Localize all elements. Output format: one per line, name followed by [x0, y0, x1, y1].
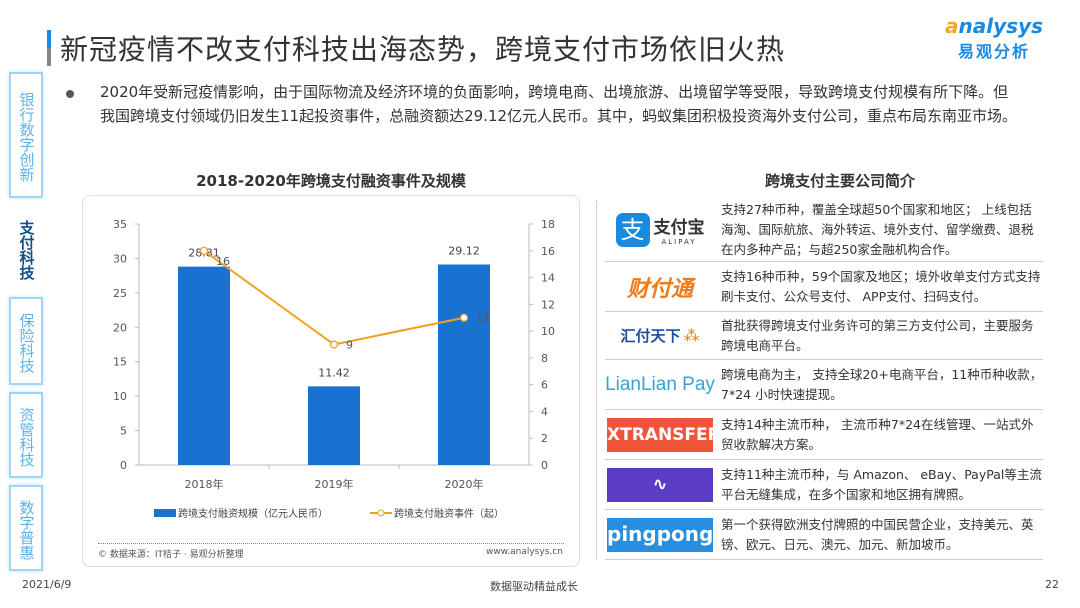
tenpay-logo: 财付通: [626, 276, 693, 302]
chart-container: [82, 195, 580, 567]
chart-source: © 数据来源：IT桔子 · 易观分析整理: [98, 550, 244, 560]
left-tick-label: 5: [120, 425, 127, 438]
company-row-tenpay: 财付通 支持16种币种，59个国家及地区；境外收单支付方式支持刷卡支付、公众号支…: [605, 262, 1043, 312]
left-tick-label: 20: [113, 321, 127, 334]
right-tick-label: 10: [541, 325, 555, 338]
right-tick-label: 6: [541, 379, 548, 392]
right-tick-label: 8: [541, 352, 548, 365]
bar: [178, 266, 230, 465]
left-tick-label: 35: [113, 218, 127, 231]
alipay-logo: 支 支付宝 ALIPAY: [605, 198, 715, 261]
analysys-logo: analysys 易观分析: [945, 14, 1043, 61]
company-description: 支持11种主流币种，与 Amazon、 eBay、PayPal等主流平台无缝集成…: [721, 466, 1042, 502]
legend-line-label: 跨境支付融资事件（起）: [394, 507, 504, 520]
left-tick-label: 30: [113, 252, 127, 265]
right-tick-label: 4: [541, 405, 548, 418]
lianlian-logo: LianLian Pay: [605, 373, 715, 395]
divider: [98, 543, 564, 544]
left-tick-label: 15: [113, 356, 127, 369]
right-tick-label: 0: [541, 459, 548, 472]
line-value-label: 9: [346, 339, 353, 352]
company-row-airwallex: ∿ Airwallex 支持11种主流币种，与 Amazon、 eBay、Pay…: [605, 460, 1043, 529]
xtransfer-logo: XTRANSFER: [605, 410, 721, 459]
sidebar-tab-asset[interactable]: 资管科技: [9, 392, 43, 478]
left-tick-label: 10: [113, 390, 127, 403]
bar-value-label: 29.12: [448, 244, 480, 257]
page-title: 新冠疫情不改支付科技出海态势，跨境支付市场依旧火热: [60, 33, 786, 66]
left-tick-label: 25: [113, 287, 127, 300]
sidebar-tab-inclusive[interactable]: 数字普惠: [9, 485, 43, 571]
pingpong-logo: pingpong: [605, 510, 715, 559]
footer-date: 2021/6/9: [22, 578, 72, 591]
x-tick-label: 2018年: [185, 477, 224, 491]
x-tick-label: 2019年: [315, 477, 354, 491]
summary-paragraph: 2020年受新冠疫情影响，由于国际物流及经济环境的负面影响，跨境电商、出境旅游、…: [100, 83, 1018, 125]
chinapnr-logo: 汇付天下 ⁂: [620, 326, 700, 345]
x-tick-label: 2020年: [445, 477, 484, 491]
airwallex-logo: ∿ Airwallex: [605, 460, 715, 529]
sidebar-tab-insurance[interactable]: 保险科技: [9, 297, 43, 385]
sidebar-tab-payment[interactable]: 支付科技: [9, 205, 43, 290]
company-row-chinapnr: 汇付天下 ⁂ 首批获得跨境支付业务许可的第三方支付公司，主要服务跨境电商平台。: [605, 312, 1043, 360]
line-value-label: 16: [216, 255, 230, 268]
line-value-label: 11: [476, 312, 490, 325]
bar: [438, 264, 490, 465]
right-tick-label: 2: [541, 432, 548, 445]
right-tick-label: 16: [541, 245, 555, 258]
company-row-alipay: 支 支付宝 ALIPAY 支持27种币种，覆盖全球超50个国家和地区； 上线包括海…: [605, 198, 1043, 262]
company-description: 跨境电商为主， 支持全球20+电商平台，11种币种收款，7*24 小时快速提现。: [721, 366, 1043, 402]
page-number: 22: [1045, 578, 1059, 591]
line-point: [329, 340, 339, 349]
right-tick-label: 12: [541, 298, 555, 311]
company-description: 支持14种主流币种， 主流币种7*24在线管理、一站式外贸收款解决方案。: [721, 416, 1034, 452]
company-row-xtransfer: XTRANSFER 支持14种主流币种， 主流币种7*24在线管理、一站式外贸收…: [605, 410, 1043, 460]
chart-title: 2018-2020年跨境支付融资事件及规模: [196, 172, 466, 190]
line-series: [203, 249, 465, 346]
right-tick-label: 18: [541, 218, 555, 231]
left-tick-label: 0: [120, 459, 127, 472]
legend-line-marker: [377, 509, 385, 517]
legend-bar-label: 跨境支付融资规模（亿元人民币）: [178, 507, 328, 520]
footer-slogan: 数据驱动精益成长: [490, 580, 578, 593]
companies-title: 跨境支付主要公司简介: [764, 172, 915, 190]
chart-svg: 051015202530350246810121416182018年28.812…: [113, 218, 555, 520]
chart-website: www.analysys.cn: [486, 547, 563, 557]
legend-bar-swatch: [154, 509, 176, 517]
bar: [308, 386, 360, 465]
company-row-lianlian: LianLian Pay 跨境电商为主， 支持全球20+电商平台，11种币种收款…: [605, 360, 1043, 410]
divider: [596, 200, 597, 560]
company-description: 支持27种币种，覆盖全球超50个国家和地区； 上线包括海淘、国际航旅、海外转运、…: [721, 201, 1034, 257]
company-description: 支持16种币种，59个国家及地区；境外收单支付方式支持刷卡支付、公众号支付、 A…: [721, 268, 1041, 304]
company-description: 首批获得跨境支付业务许可的第三方支付公司，主要服务跨境电商平台。: [721, 317, 1034, 353]
company-description: 第一个获得欧洲支付牌照的中国民营企业，支持美元、英镑、欧元、日元、澳元、加元、新…: [721, 516, 1034, 552]
bullet-icon: [66, 90, 74, 98]
bar-value-label: 11.42: [318, 366, 350, 379]
sidebar-tab-bank[interactable]: 银行数字创新: [9, 72, 43, 198]
company-row-pingpong: pingpong 第一个获得欧洲支付牌照的中国民营企业，支持美元、英镑、欧元、日…: [605, 510, 1043, 560]
line-point: [199, 246, 209, 255]
title-accent-bar: [47, 30, 51, 66]
line-point: [459, 313, 469, 322]
right-tick-label: 14: [541, 272, 555, 285]
